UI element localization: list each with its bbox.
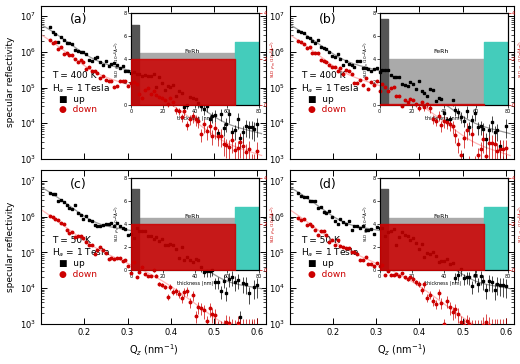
Y-axis label: specular reflectivity: specular reflectivity [6,202,15,292]
Text: T = 50 K: T = 50 K [301,236,340,245]
Text: ■  up: ■ up [308,95,333,103]
X-axis label: Q$_z$ (nm$^{-1}$): Q$_z$ (nm$^{-1}$) [377,343,427,359]
Text: T = 50 K: T = 50 K [53,236,91,245]
Y-axis label: SLD $\rho_m$ (10$^{-6}$Å$^{-2}$): SLD $\rho_m$ (10$^{-6}$Å$^{-2}$) [268,40,278,78]
Text: H$_a$ = 1 Tesla: H$_a$ = 1 Tesla [301,247,359,260]
Y-axis label: SLD $\rho_m$ (10$^{-6}$Å$^{-2}$): SLD $\rho_m$ (10$^{-6}$Å$^{-2}$) [268,205,278,243]
Y-axis label: SLD $\rho_m$ (10$^{-6}$Å$^{-2}$): SLD $\rho_m$ (10$^{-6}$Å$^{-2}$) [516,40,520,78]
Y-axis label: specular reflectivity: specular reflectivity [6,37,15,127]
Text: ■  up: ■ up [59,259,85,268]
Text: ●  down: ● down [59,270,97,279]
Text: T = 400 K: T = 400 K [53,71,97,80]
Text: H$_a$ = 1 Tesla: H$_a$ = 1 Tesla [301,82,359,95]
Text: ●  down: ● down [59,105,97,114]
Text: ■  up: ■ up [308,259,333,268]
Text: H$_a$ = 1 Tesla: H$_a$ = 1 Tesla [53,82,110,95]
Text: (a): (a) [70,13,88,26]
Text: (d): (d) [319,178,336,191]
Text: ■  up: ■ up [59,95,85,103]
Text: (b): (b) [319,13,336,26]
Text: T = 400 K: T = 400 K [301,71,345,80]
X-axis label: Q$_z$ (nm$^{-1}$): Q$_z$ (nm$^{-1}$) [128,343,178,359]
Text: ●  down: ● down [308,105,346,114]
Text: (c): (c) [70,178,87,191]
Text: H$_a$ = 1 Tesla: H$_a$ = 1 Tesla [53,247,110,260]
Y-axis label: SLD $\rho_m$ (10$^{-6}$Å$^{-2}$): SLD $\rho_m$ (10$^{-6}$Å$^{-2}$) [516,205,520,243]
Text: ●  down: ● down [308,270,346,279]
